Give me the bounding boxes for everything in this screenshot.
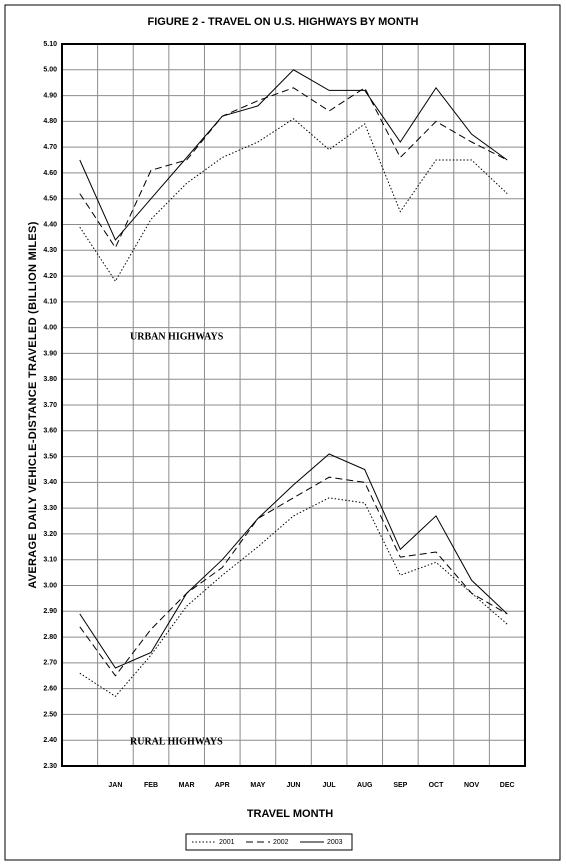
y-tick-label: 3.40 [43,479,57,486]
y-tick-label: 4.10 [43,299,57,306]
y-tick-label: 2.90 [43,608,57,615]
line-urban [79,118,508,283]
y-tick-label: 3.00 [43,582,57,589]
x-tick-label: OCT [429,782,445,789]
y-tick-label: 2.60 [43,685,57,692]
y-tick-label: 2.80 [43,634,57,641]
line-rural [79,497,508,698]
y-tick-label: 4.70 [43,144,57,151]
y-tick-label: 2.50 [43,711,57,718]
x-tick-label: MAR [179,782,195,789]
page-border [4,4,561,861]
y-tick-label: 3.70 [43,402,57,409]
legend-label: 2003 [327,839,343,846]
x-tick-label: JUL [322,782,336,789]
x-tick-label: JUN [286,782,300,789]
y-tick-label: 5.00 [43,67,57,74]
y-tick-label: 4.60 [43,170,57,177]
y-tick-label: 4.50 [43,196,57,203]
x-tick-label: NOV [464,782,480,789]
line-urban [79,69,508,241]
plot-border [61,43,526,767]
x-tick-label: JAN [108,782,122,789]
x-tick-label: APR [215,782,230,789]
y-tick-label: 3.90 [43,350,57,357]
annotation: RURAL HIGHWAYS [130,736,223,747]
annotation: URBAN HIGHWAYS [130,331,224,342]
y-tick-label: 3.50 [43,453,57,460]
legend-label: 2001 [219,839,235,846]
x-tick-label: MAY [250,782,265,789]
x-tick-label: FEB [144,782,158,789]
y-tick-label: 5.10 [43,41,57,48]
y-tick-label: 3.80 [43,376,57,383]
y-tick-label: 2.40 [43,737,57,744]
line-rural [79,476,508,677]
y-tick-label: 4.40 [43,221,57,228]
y-tick-label: 2.70 [43,660,57,667]
x-tick-label: DEC [500,782,515,789]
y-tick-label: 4.30 [43,247,57,254]
y-tick-label: 3.60 [43,428,57,435]
line-urban [79,87,508,249]
x-tick-label: AUG [357,782,373,789]
y-tick-label: 4.00 [43,324,57,331]
legend-label: 2002 [273,839,289,846]
x-axis-label: TRAVEL MONTH [247,808,333,820]
y-tick-label: 4.90 [43,92,57,99]
x-tick-label: SEP [393,782,407,789]
y-tick-label: 3.10 [43,557,57,564]
y-tick-label: 3.20 [43,531,57,538]
y-tick-label: 2.30 [43,763,57,770]
y-tick-label: 3.30 [43,505,57,512]
line-rural [79,453,508,669]
y-tick-label: 4.80 [43,118,57,125]
y-axis-label: AVERAGE DAILY VEHICLE-DISTANCE TRAVELED … [27,221,39,588]
chart-title: FIGURE 2 - TRAVEL ON U.S. HIGHWAYS BY MO… [148,16,419,28]
y-tick-label: 4.20 [43,273,57,280]
